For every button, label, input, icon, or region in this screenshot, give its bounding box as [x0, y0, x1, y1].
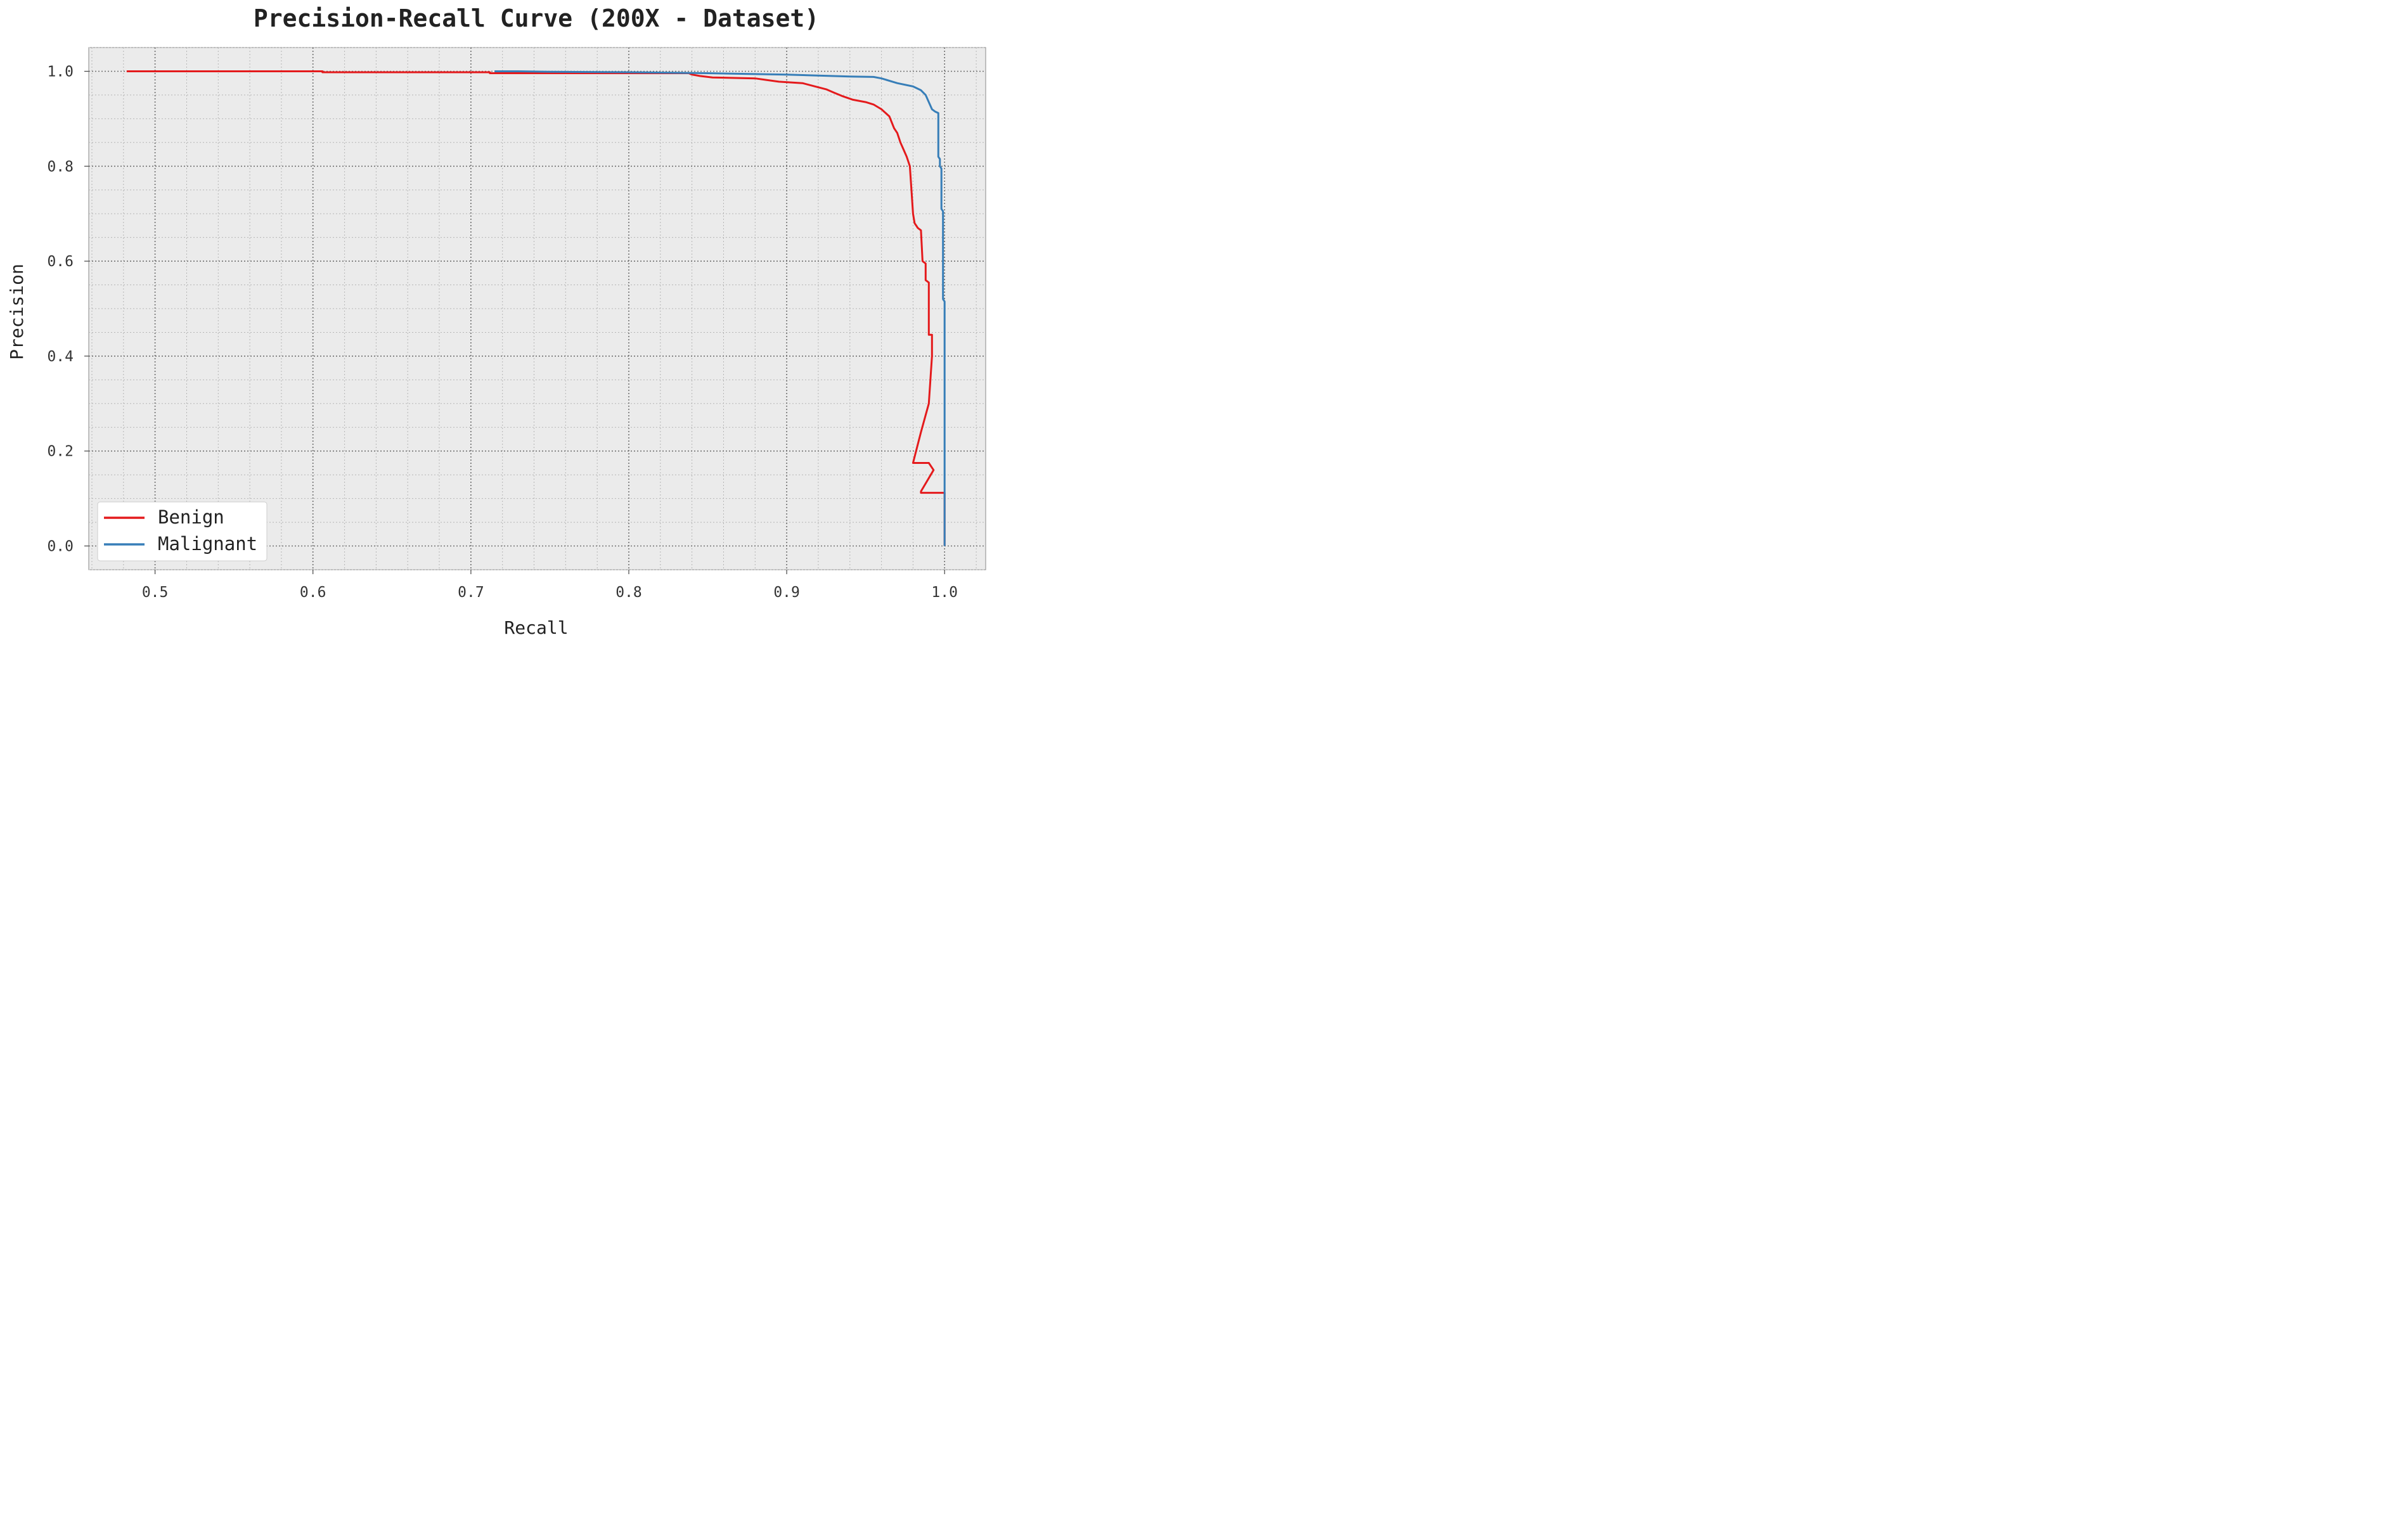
- legend-label-benign: Benign: [158, 506, 224, 528]
- x-tick-label: 1.0: [931, 584, 958, 601]
- y-tick-label: 0.2: [47, 444, 74, 460]
- x-tick-label: 0.7: [458, 584, 484, 601]
- series-layer: [126, 70, 946, 546]
- x-tick-label: 0.8: [615, 584, 642, 601]
- x-tick-label: 0.5: [142, 584, 169, 601]
- plot-area: [88, 47, 986, 570]
- chart-title: Precision-Recall Curve (200X - Dataset): [254, 4, 819, 32]
- x-axis-ticks: 0.5 0.6 0.7 0.8 0.9 1.0: [142, 570, 958, 601]
- series-line-malignant: [494, 70, 946, 546]
- y-tick-label: 1.0: [47, 64, 74, 80]
- y-axis-ticks: 0.0 0.2 0.4 0.6 0.8 1.0: [47, 64, 89, 555]
- y-tick-label: 0.0: [47, 539, 74, 555]
- legend: Benign Malignant: [97, 501, 267, 561]
- y-axis-label: Precision: [6, 264, 27, 360]
- x-axis-label: Recall: [504, 617, 568, 638]
- y-tick-label: 0.6: [47, 253, 74, 270]
- legend-label-malignant: Malignant: [158, 533, 257, 555]
- y-tick-label: 0.8: [47, 158, 74, 175]
- y-tick-label: 0.4: [47, 349, 74, 365]
- pr-curve-chart: Precision-Recall Curve (200X - Dataset) …: [6, 4, 986, 638]
- x-tick-label: 0.6: [300, 584, 326, 601]
- series-line-benign: [126, 70, 946, 546]
- x-tick-label: 0.9: [773, 584, 800, 601]
